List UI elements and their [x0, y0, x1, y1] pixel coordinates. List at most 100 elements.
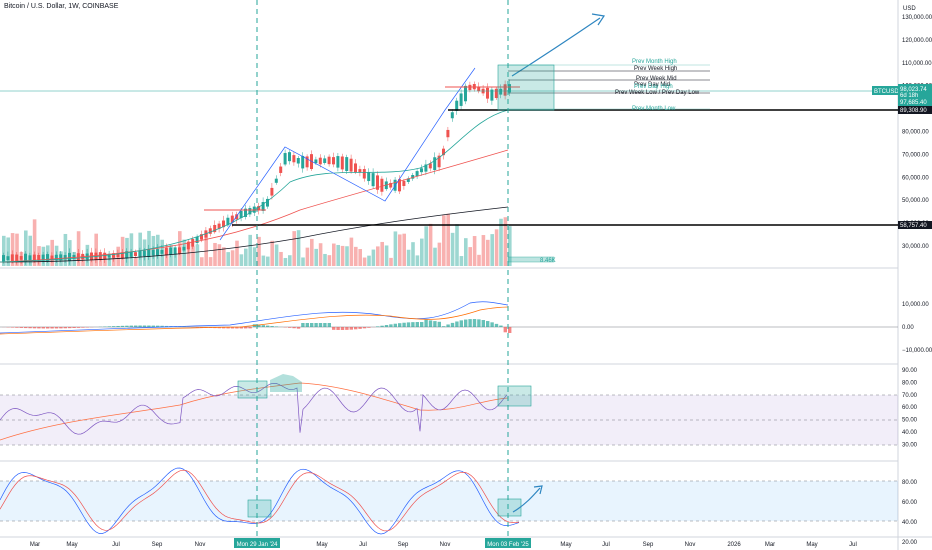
- volume-bar: [402, 233, 406, 266]
- macd-hist-bar: [376, 326, 380, 327]
- candle-body: [138, 250, 142, 257]
- prev-day-mid-label: Prev Day Mid: [634, 82, 670, 88]
- rsi-highlight-box[interactable]: [497, 385, 532, 407]
- macd-hist-bar: [389, 324, 393, 327]
- volume-bar: [120, 236, 125, 266]
- price-tick-label: 110,000.00: [902, 61, 932, 67]
- macd-hist-bar: [235, 327, 239, 329]
- symbol-title: Bitcoin / U.S. Dollar, 1W, COINBASE: [4, 3, 119, 10]
- candle-body: [274, 178, 278, 183]
- trend-zigzag-drawing[interactable]: [219, 67, 476, 241]
- volume-bar: [6, 237, 10, 266]
- rsi-highlight-box[interactable]: [237, 380, 268, 399]
- candle-body: [6, 256, 10, 261]
- volume-bar: [459, 256, 464, 266]
- prev-month-high-label: Prev Month High: [632, 59, 677, 65]
- time-tick-label: Jul: [602, 542, 610, 548]
- stoch-projection-arrow[interactable]: [512, 487, 541, 513]
- macd-hist-bar: [455, 321, 459, 327]
- arrow-head-icon: [533, 485, 543, 495]
- candle-body: [15, 254, 19, 262]
- rsi-tick-label: 90.00: [902, 368, 918, 374]
- macd-axis[interactable]: 10,000.00 0.00 −10,000.00: [902, 302, 932, 354]
- macd-hist-bar: [156, 325, 160, 327]
- macd-hist-bar: [406, 322, 411, 327]
- candle-body: [59, 254, 63, 261]
- candle-body: [37, 255, 41, 261]
- macd-hist-bar: [32, 327, 37, 329]
- candle-body: [32, 254, 36, 261]
- time-tick-label: May: [806, 542, 817, 548]
- macd-signal-line: [0, 306, 509, 335]
- ma-50-line: [0, 149, 509, 263]
- volume-bar: [50, 239, 54, 266]
- projection-arrow[interactable]: [511, 17, 601, 77]
- volume-bar: [345, 246, 349, 266]
- volume-bar: [349, 237, 354, 266]
- macd-tick-label: 10,000.00: [902, 302, 929, 308]
- prev-week-low-label: Prev Week Low / Prev Day Low: [615, 90, 700, 96]
- macd-hist-bar: [428, 320, 433, 327]
- ticker-badge: [872, 86, 898, 95]
- stoch-axis[interactable]: 80.00 60.00 40.00 20.00: [902, 480, 918, 546]
- macd-hist-bar: [76, 327, 81, 328]
- time-axis[interactable]: Mar May Jul Sep Nov Mon 29 Jan '24 May Jul Sep No…: [30, 538, 857, 548]
- stoch-highlight-box[interactable]: [247, 499, 272, 518]
- candle-body: [314, 159, 318, 164]
- time-tick-label: Mar: [30, 542, 40, 548]
- macd-hist-bar: [41, 327, 45, 329]
- candle-body: [288, 152, 291, 162]
- volume-bar: [472, 236, 477, 266]
- macd-hist-bar: [107, 326, 111, 327]
- candle-body: [336, 156, 340, 168]
- rsi-axis[interactable]: 90.00 80.00 70.00 60.00 50.00 40.00 30.00: [902, 368, 918, 448]
- macd-hist-bar: [340, 327, 345, 330]
- time-highlight-badge: [485, 538, 531, 548]
- macd-hist-bar: [160, 325, 164, 327]
- volume-bar: [72, 251, 76, 266]
- volume-bar: [10, 233, 15, 266]
- macd-hist-bar: [266, 325, 270, 327]
- macd-hist-bar: [59, 327, 63, 329]
- candle-body: [164, 247, 168, 256]
- volume-bar: [107, 256, 112, 266]
- volume-bar: [455, 224, 459, 266]
- rsi-line: [0, 382, 508, 435]
- stoch-highlight-box[interactable]: [497, 498, 522, 517]
- volume-bar: [305, 247, 310, 266]
- macd-hist-bar: [15, 327, 19, 328]
- level-price-text: 97,685.40: [900, 100, 927, 106]
- stoch-tick-label: 20.00: [902, 540, 918, 546]
- candle-body: [195, 236, 199, 244]
- macd-hist-bar: [442, 326, 446, 327]
- macd-hist-bar: [481, 320, 485, 327]
- macd-hist-bar: [367, 327, 371, 328]
- volume-bar: [486, 239, 490, 266]
- candle-body: [182, 246, 186, 251]
- macd-hist-bar: [292, 327, 296, 329]
- range-highlight-box[interactable]: [497, 64, 555, 111]
- macd-hist-bar: [142, 325, 147, 327]
- volume-bar: [450, 232, 455, 266]
- macd-hist-bar: [72, 327, 76, 328]
- candle-body: [10, 254, 14, 262]
- ma-20-line: [0, 109, 509, 263]
- volume-bar: [437, 242, 442, 266]
- volume-bar: [173, 253, 178, 266]
- candle-body: [345, 157, 349, 171]
- macd-hist-bar: [323, 323, 327, 327]
- volume-bar: [28, 235, 32, 266]
- macd-tick-label: 0.00: [902, 325, 914, 331]
- time-tick-label: Nov: [195, 542, 206, 548]
- candle-body: [112, 253, 115, 258]
- candle-body: [389, 182, 393, 188]
- volume-bar: [318, 243, 323, 266]
- macd-hist-bar: [19, 327, 23, 328]
- last-price-text: 98,023.74: [900, 87, 927, 93]
- volume-bar: [358, 249, 362, 266]
- price-axis[interactable]: 130,000.00120,000.00110,000.00100,000.00…: [902, 15, 932, 250]
- time-tick-label: Sep: [152, 542, 163, 548]
- currency-label: USD: [903, 6, 916, 12]
- volume-bar: [63, 233, 68, 266]
